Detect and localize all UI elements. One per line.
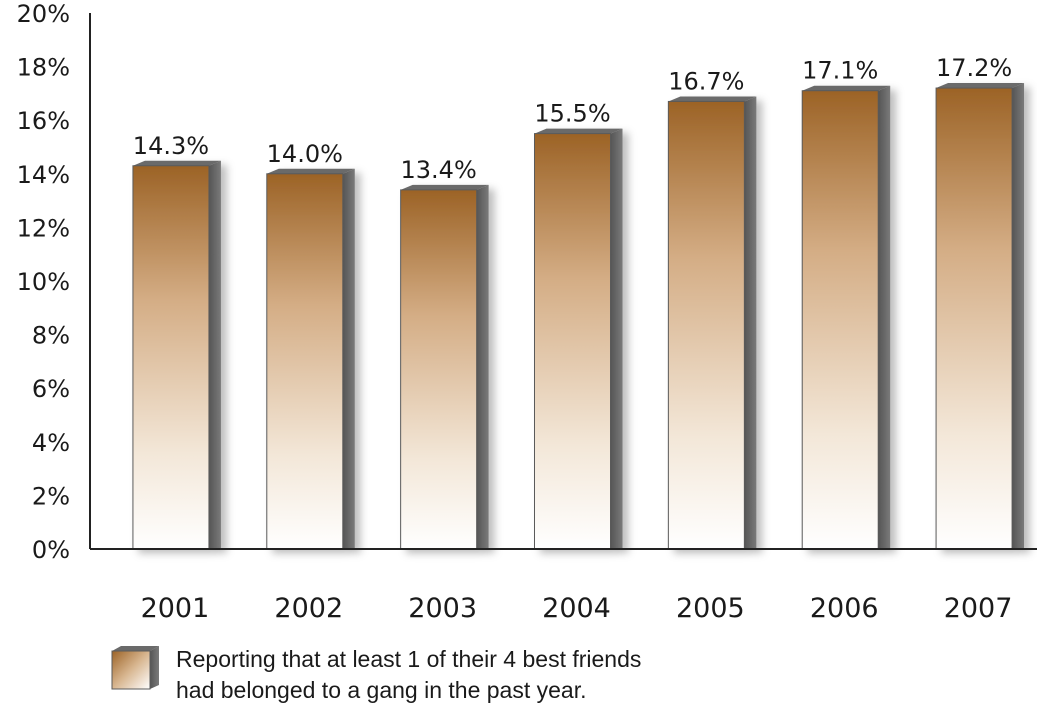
legend-line-2: had belonged to a gang in the past year. [176, 677, 587, 703]
legend-swatch-top [112, 646, 159, 651]
x-tick-label: 2006 [810, 593, 879, 624]
bar-top [802, 85, 891, 91]
legend-swatch [111, 646, 159, 690]
bar-front [266, 173, 344, 550]
bar-side [342, 168, 355, 550]
bar-top [132, 160, 221, 166]
data-label: 13.4% [401, 156, 477, 184]
bar-top [266, 168, 355, 174]
legend-swatch-side [150, 646, 159, 689]
y-tick-label: 14% [17, 161, 70, 189]
y-tick-label: 16% [17, 107, 70, 135]
x-tick-label: 2001 [141, 593, 210, 624]
data-label: 14.3% [133, 132, 209, 160]
bar-top [936, 83, 1025, 89]
bar-front [400, 189, 478, 550]
y-axis-ticks: 0% 2% 4% 6% 8% 10% 12% 14% 16% 18% 20% [17, 0, 70, 564]
bar [667, 96, 757, 550]
bar-side [208, 160, 221, 549]
bar-front [534, 133, 611, 550]
x-tick-label: 2005 [676, 593, 745, 624]
data-label: 17.1% [802, 57, 878, 85]
x-axis-labels: 2001 2002 2003 2004 2005 2006 2007 [141, 593, 1013, 624]
data-labels: 14.3% 14.0% 13.4% 15.5% 16.7% 17.1% 17.2% [133, 54, 1012, 184]
bar-front [801, 90, 879, 550]
data-label: 14.0% [267, 140, 343, 168]
bar-front [132, 165, 210, 550]
bar-side [878, 85, 891, 549]
x-tick-label: 2003 [408, 593, 477, 624]
x-tick-label: 2007 [944, 593, 1013, 624]
legend-label: Reporting that at least 1 of their 4 bes… [176, 644, 736, 706]
bar [534, 128, 623, 550]
bar-front [935, 87, 1013, 550]
y-tick-label: 0% [32, 536, 70, 564]
bar-top [400, 184, 489, 190]
bar-front [667, 100, 745, 550]
bar [801, 85, 891, 550]
x-tick-label: 2002 [274, 593, 343, 624]
y-tick-label: 12% [17, 214, 70, 242]
y-tick-label: 6% [32, 375, 70, 403]
data-label: 15.5% [534, 100, 610, 128]
bar [132, 160, 221, 550]
y-tick-label: 2% [32, 482, 70, 510]
y-tick-label: 20% [17, 0, 70, 28]
data-label: 16.7% [668, 67, 744, 95]
bar-side [476, 184, 489, 549]
y-tick-label: 10% [17, 268, 70, 296]
bar [400, 184, 489, 550]
y-tick-label: 4% [32, 429, 70, 457]
bar [266, 168, 355, 550]
bar-side [1012, 83, 1025, 549]
bar-top [534, 128, 623, 134]
y-tick-label: 8% [32, 322, 70, 350]
bar [935, 83, 1025, 550]
bar-top [668, 96, 757, 102]
legend-swatch-front [111, 650, 151, 690]
data-label: 17.2% [936, 54, 1012, 82]
legend-line-1: Reporting that at least 1 of their 4 bes… [176, 646, 642, 672]
bar-side [744, 96, 757, 549]
y-tick-label: 18% [17, 54, 70, 82]
bar-side [610, 128, 623, 549]
x-tick-label: 2004 [542, 593, 611, 624]
